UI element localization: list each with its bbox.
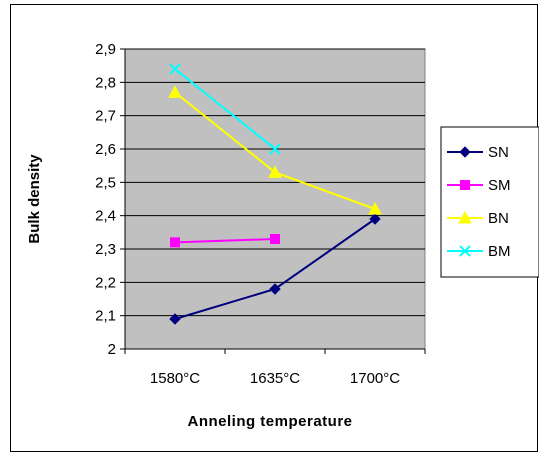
series-markers [168,63,382,325]
data-point-sn [369,213,381,225]
legend-label-sn: SN [488,144,509,161]
x-tick-label: 1580°C [150,370,200,387]
marker-stroke [169,63,181,75]
y-tick-label: 2,9 [95,41,116,58]
line-chart: 2 2,1 2,2 2,3 2,4 2,5 2,6 2,7 2,8 2,9 1580°C 1635°… [26,41,540,430]
y-tick-label: 2,5 [95,174,116,191]
legend-label-sm: SM [488,177,511,194]
legend-marker-sn [459,146,471,158]
plot-area [124,48,426,350]
legend-item-sn: SN [447,144,509,161]
legend-item-bm: BM [447,243,511,260]
y-axis-ticks: 2 2,1 2,2 2,3 2,4 2,5 2,6 2,7 2,8 2,9 [95,41,125,358]
data-point-bn [168,85,182,98]
y-tick-label: 2,1 [95,308,116,325]
y-tick-label: 2 [108,341,116,358]
y-tick-label: 2,3 [95,241,116,258]
data-point-sm [270,234,280,244]
x-axis-ticks: 1580°C 1635°C 1700°C [124,349,426,387]
x-axis-title: Anneling temperature [187,413,352,430]
data-point-bn [268,165,282,178]
data-point-bm [169,63,181,75]
data-point-sn [169,313,181,325]
data-point-bn [368,201,382,215]
legend: SN SM BN BM [447,144,511,260]
x-tick-label: 1700°C [350,370,400,387]
y-axis-title: Bulk density [26,154,43,244]
data-point-sm [170,237,180,248]
legend-marker-bm [459,245,471,257]
data-point-sn [269,283,281,295]
chart-frame: 2 2,1 2,2 2,3 2,4 2,5 2,6 2,7 2,8 2,9 1580°C 1635°… [10,4,540,452]
y-tick-label: 2,2 [95,274,116,291]
marker-stroke [459,245,471,257]
legend-label-bm: BM [488,243,511,260]
y-tick-label: 2,8 [95,74,116,91]
series-line-bm [174,68,276,150]
y-tick-label: 2,7 [95,108,116,125]
x-tick-label: 1635°C [250,370,300,387]
legend-label-bn: BN [488,210,509,227]
legend-item-sm: SM [447,177,511,194]
marker-stroke [269,143,281,155]
y-tick-label: 2,6 [95,141,116,158]
series-line-sm [174,238,276,244]
legend-item-bn: BN [447,210,509,227]
legend-marker-bn [458,210,472,224]
legend-marker-sm [460,180,470,190]
data-point-bm [269,143,281,155]
y-tick-label: 2,4 [95,208,116,225]
axes [124,49,425,350]
